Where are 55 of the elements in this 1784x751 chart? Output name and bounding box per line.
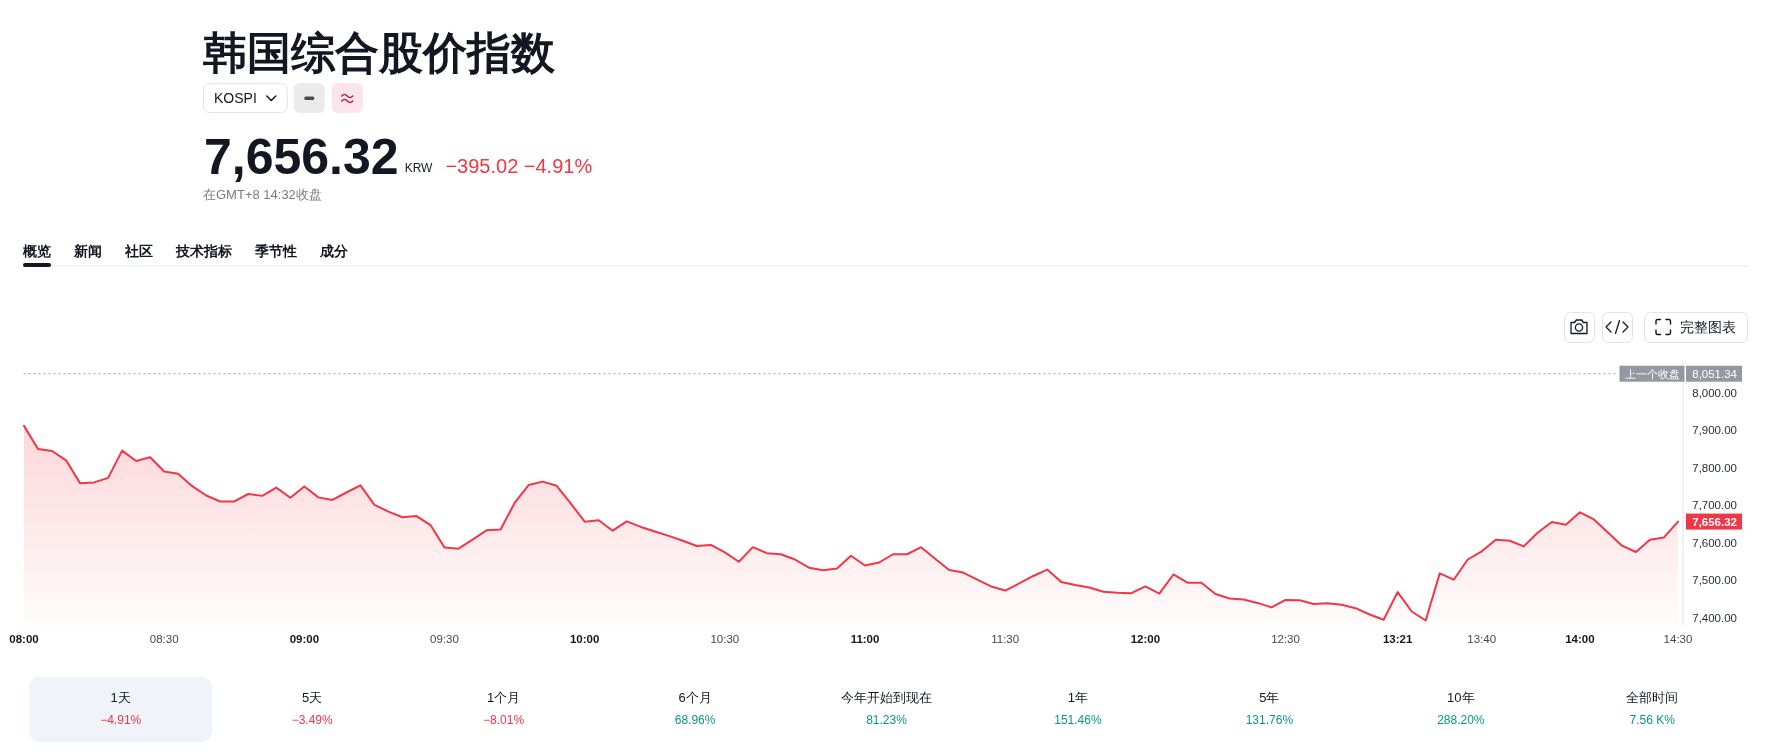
y-tick-label: 7,900.00 (1692, 424, 1737, 437)
text: 技术指标 (175, 243, 232, 259)
y-tick-label: 7,500.00 (1692, 574, 1737, 587)
text: 1个月 (486, 690, 521, 705)
text: 在GMT+8 14:32收盘 (203, 187, 322, 202)
text: 季节性 (254, 243, 297, 259)
text: 81.23% (866, 713, 908, 727)
text: 完整图表 (1680, 319, 1736, 335)
text: −3.49% (291, 713, 334, 727)
y-tick-label: 7,700.00 (1692, 499, 1737, 512)
text: 新闻 (73, 243, 102, 259)
text: −4.91% (100, 713, 142, 727)
text: 5年 (1259, 690, 1280, 705)
x-tick-label: 08:30 (149, 633, 179, 645)
text: 8,051.34 (1692, 367, 1738, 380)
text: 68.96% (674, 713, 716, 727)
text: KOSPI (214, 90, 257, 106)
text: KRW (404, 161, 434, 175)
y-tick-label: 7,600.00 (1692, 536, 1737, 549)
x-tick-label: 13:21 (1382, 633, 1413, 645)
y-tick-label: 7,400.00 (1692, 611, 1737, 624)
text: 131.76% (1245, 713, 1294, 727)
x-tick-label: 09:30 (430, 633, 459, 645)
x-tick-label: 12:00 (1130, 633, 1161, 645)
text: 全部时间 (1626, 690, 1679, 705)
text: 概览 (22, 243, 51, 259)
ref-line-label: 上一个收盘 (1624, 367, 1680, 380)
text: −395.02 −4.91% (445, 155, 593, 177)
text: 1天 (110, 690, 131, 705)
x-tick-label: 14:00 (1565, 633, 1595, 645)
x-tick-label: 11:00 (850, 633, 880, 645)
x-tick-label: 13:40 (1467, 633, 1497, 645)
text: 151.46% (1054, 713, 1102, 727)
chart-title: 韩国综合股价指数 (203, 28, 556, 77)
text: 10年 (1447, 690, 1475, 705)
text: 成分 (319, 243, 349, 259)
y-tick-label: 8,000.00 (1692, 386, 1737, 399)
x-tick-label: 09:00 (289, 633, 320, 645)
x-tick-label: 14:30 (1663, 633, 1693, 645)
x-tick-label: 12:30 (1271, 633, 1300, 645)
text: 7.56 K% (1629, 713, 1676, 727)
text: −8.01% (483, 713, 525, 727)
x-tick-label: 10:30 (710, 633, 740, 645)
text: 今年开始到现在 (841, 690, 932, 705)
text: 1年 (1067, 690, 1089, 705)
x-tick-label: 11:30 (991, 633, 1020, 645)
y-tick-label: 7,800.00 (1692, 461, 1737, 474)
text: 6个月 (678, 690, 712, 705)
x-tick-label: 08:00 (9, 633, 39, 645)
text: 社区 (124, 243, 153, 259)
text: 288.20% (1437, 713, 1485, 727)
text: 5天 (302, 690, 323, 705)
x-tick-label: 10:00 (569, 633, 600, 645)
text: 7,656.32 (204, 129, 399, 185)
data-label: 7,656.32 (1692, 515, 1737, 528)
